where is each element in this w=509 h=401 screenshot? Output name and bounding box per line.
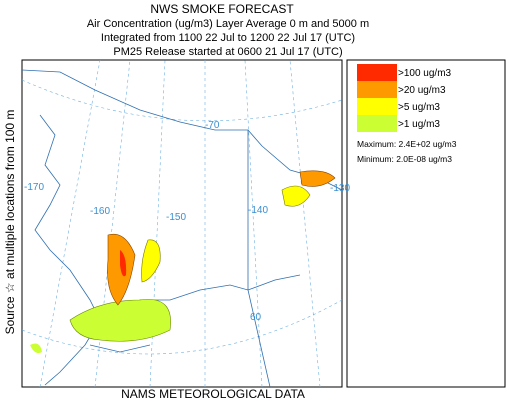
source-label: Source ☆ at multiple locations from 100 … (3, 110, 17, 335)
map-frame (21, 59, 343, 388)
legend-swatch (357, 115, 397, 132)
header-line: Air Concentration (ug/m3) Layer Average … (87, 18, 369, 30)
legend-swatch (357, 81, 397, 98)
legend-label: >5 ug/m3 (398, 102, 440, 113)
grid-label: -150 (166, 212, 186, 223)
grid-label: -70 (205, 120, 220, 131)
grid-label: -130 (330, 183, 350, 194)
grid-label: -170 (24, 182, 44, 193)
legend-label: >20 ug/m3 (398, 85, 446, 96)
map (21, 59, 343, 388)
header-line: PM25 Release started at 0600 21 Jul 17 (… (113, 46, 342, 58)
legend-swatch (357, 64, 397, 81)
grid-label: -140 (248, 205, 268, 216)
minimum: Minimum: 2.0E-08 ug/m3 (357, 154, 452, 164)
title: NWS SMOKE FORECAST (150, 2, 294, 16)
footer: NAMS METEOROLOGICAL DATA (121, 387, 305, 401)
maximum: Maximum: 2.4E+02 ug/m3 (357, 139, 457, 149)
legend-label: >1 ug/m3 (398, 119, 440, 130)
legend-swatch (357, 98, 397, 115)
header-line: Integrated from 1100 22 Jul to 1200 22 J… (101, 32, 355, 44)
smoke-plumes (30, 170, 336, 354)
legend-label: >100 ug/m3 (398, 68, 452, 79)
grid-label: -160 (90, 206, 110, 217)
grid-label: 60 (250, 312, 262, 323)
